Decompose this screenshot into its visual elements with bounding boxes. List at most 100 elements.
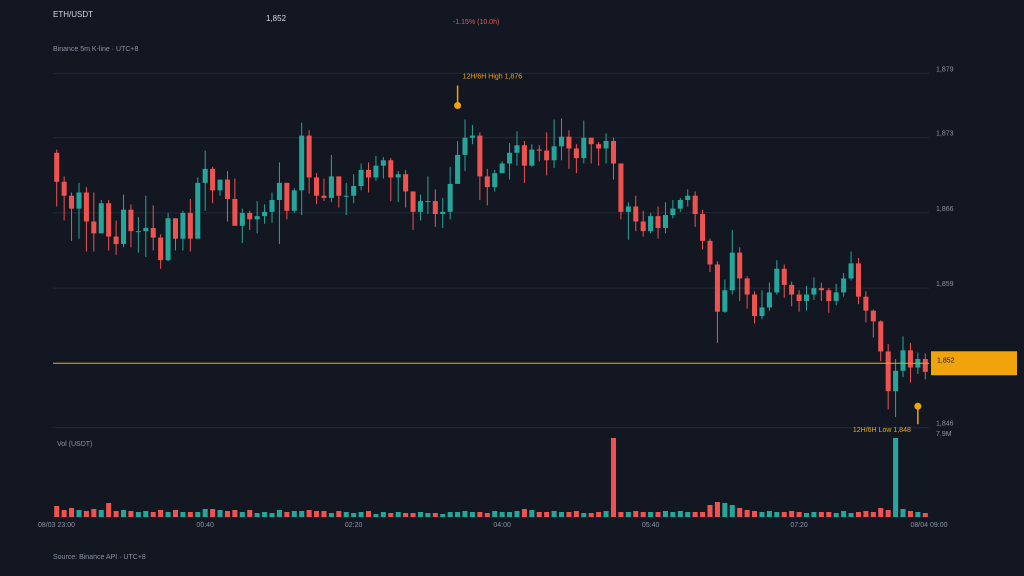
candle-body bbox=[403, 174, 409, 192]
candle-body bbox=[321, 195, 327, 198]
volume-bar bbox=[803, 513, 810, 517]
pair-title: ETH/USDT bbox=[53, 10, 93, 19]
candle-body bbox=[343, 195, 349, 197]
volume-bar bbox=[165, 512, 171, 517]
volume-bar bbox=[900, 509, 906, 517]
candle-body bbox=[766, 292, 772, 308]
price-tick-label: 1,866 bbox=[936, 206, 954, 213]
candle-body bbox=[276, 182, 282, 201]
candle-body bbox=[566, 136, 572, 149]
volume-bar bbox=[700, 512, 706, 517]
price-tick-label: 1,879 bbox=[936, 66, 954, 73]
candle-body bbox=[143, 227, 149, 232]
candle-body bbox=[588, 137, 594, 145]
volume-bar bbox=[655, 512, 661, 517]
candle-body bbox=[900, 350, 906, 371]
volume-bar bbox=[425, 513, 431, 517]
volume-axis-label: Vol (USDT) bbox=[57, 441, 92, 448]
volume-bar bbox=[878, 508, 884, 517]
volume-bar bbox=[521, 509, 527, 517]
volume-bar bbox=[870, 512, 876, 517]
candle-body bbox=[306, 135, 312, 178]
volume-bar bbox=[722, 503, 728, 517]
volume-bar bbox=[403, 513, 409, 517]
volume-bar bbox=[781, 512, 787, 517]
candle-body bbox=[789, 284, 795, 295]
candle-body bbox=[447, 183, 453, 212]
candle-body bbox=[610, 140, 617, 164]
candle-body bbox=[625, 206, 631, 212]
low-annotation-label: 12H/6H Low 1,848 bbox=[853, 427, 911, 434]
candle-body bbox=[581, 137, 587, 159]
candle-body bbox=[662, 215, 668, 228]
price-change: -1.15% (10.0h) bbox=[453, 19, 500, 26]
volume-bar bbox=[98, 510, 104, 517]
time-tick-label: 05:40 bbox=[642, 522, 660, 529]
candle-body bbox=[907, 350, 913, 368]
candle-body bbox=[826, 290, 832, 301]
candle-body bbox=[848, 263, 854, 279]
volume-bar bbox=[91, 509, 97, 517]
volume-bar bbox=[915, 512, 921, 517]
candle-body bbox=[863, 296, 869, 311]
volume-bar bbox=[492, 511, 498, 517]
candle-body bbox=[388, 160, 394, 178]
candle-body bbox=[69, 195, 75, 209]
volume-bar bbox=[752, 511, 758, 517]
candle-body bbox=[640, 221, 646, 232]
volume-bar bbox=[343, 512, 349, 517]
volume-bar bbox=[217, 510, 223, 517]
candle-body bbox=[106, 203, 112, 237]
volume-bar bbox=[662, 511, 668, 517]
candle-body bbox=[737, 252, 743, 279]
time-tick-label: 02:20 bbox=[345, 522, 363, 529]
volume-bar bbox=[907, 511, 913, 517]
candle-body bbox=[922, 358, 928, 372]
candle-body bbox=[536, 149, 542, 151]
candle-body bbox=[269, 200, 275, 212]
volume-bar bbox=[893, 438, 899, 517]
candle-body bbox=[373, 165, 379, 178]
volume-bar bbox=[158, 510, 164, 517]
candle-body bbox=[54, 152, 60, 182]
candle-body bbox=[76, 192, 82, 209]
candle-body bbox=[239, 212, 245, 226]
volume-bar bbox=[648, 512, 654, 517]
volume-bar bbox=[469, 512, 475, 517]
last-price-tag bbox=[931, 351, 1017, 376]
volume-bar bbox=[536, 512, 542, 517]
candle-body bbox=[752, 294, 758, 317]
volume-bar bbox=[284, 512, 290, 517]
volume-bar bbox=[336, 511, 342, 517]
volume-bar bbox=[596, 512, 602, 517]
candle-body bbox=[521, 145, 527, 166]
volume-bar bbox=[885, 510, 891, 517]
volume-bar bbox=[811, 512, 817, 517]
candle-body bbox=[648, 216, 654, 232]
candle-body bbox=[803, 294, 810, 301]
candle-body bbox=[284, 182, 290, 211]
volume-bar bbox=[559, 512, 565, 517]
candle-body bbox=[707, 240, 713, 265]
volume-bar bbox=[113, 511, 119, 517]
candle-body bbox=[232, 198, 238, 226]
volume-bar bbox=[135, 512, 141, 517]
volume-bar bbox=[848, 513, 854, 517]
volume-bar bbox=[529, 510, 535, 517]
volume-bar bbox=[358, 512, 364, 517]
volume-bar bbox=[729, 505, 735, 517]
volume-bar bbox=[395, 512, 401, 517]
candle-body bbox=[507, 152, 513, 164]
volume-bar bbox=[447, 512, 453, 517]
candle-body bbox=[135, 231, 141, 233]
volume-bar bbox=[707, 505, 713, 517]
candle-body bbox=[224, 179, 230, 199]
volume-bar bbox=[789, 511, 795, 517]
candle-body bbox=[893, 370, 899, 392]
candle-body bbox=[365, 169, 372, 178]
volume-bar bbox=[573, 511, 579, 517]
candle-body bbox=[811, 288, 817, 295]
volume-bar bbox=[232, 510, 238, 517]
candle-body bbox=[299, 135, 305, 191]
